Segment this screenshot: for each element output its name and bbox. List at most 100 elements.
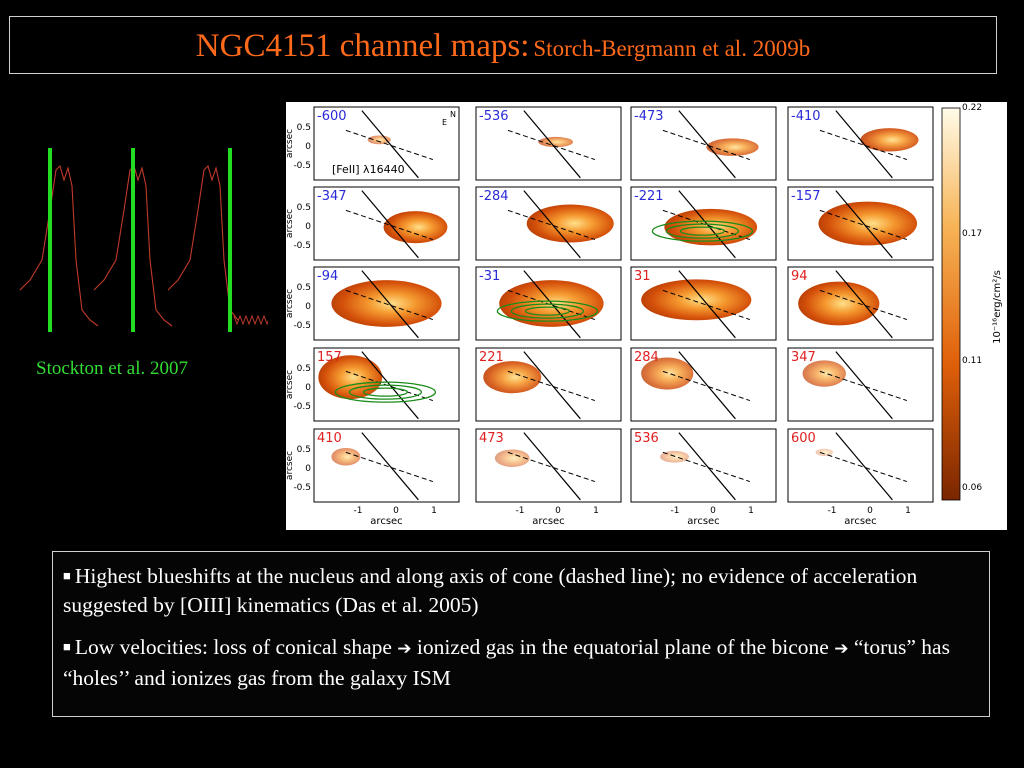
cone-axis-line xyxy=(507,370,596,402)
colorbar-scale xyxy=(941,107,961,501)
bicone-edge-line xyxy=(361,190,419,259)
y-axis-label: arcsec xyxy=(286,289,295,318)
channel-map-panel: 94 xyxy=(787,266,934,341)
channel-map-panel: -94 0.5 0 -0.5 arcsec xyxy=(285,266,460,341)
x-axis-label: arcsec xyxy=(370,516,402,527)
compass-east: E xyxy=(442,118,447,127)
velocity-label: 536 xyxy=(634,431,659,446)
cone-axis-line xyxy=(507,209,596,241)
bullet-text: Highest blueshifts at the nucleus and al… xyxy=(63,564,918,617)
velocity-label: 600 xyxy=(791,431,816,446)
oiii-contour xyxy=(524,306,571,316)
velocity-label: -31 xyxy=(479,269,500,284)
velocity-label: -284 xyxy=(479,189,509,204)
x-tick-label: 0 xyxy=(555,506,561,516)
y-axis-label: arcsec xyxy=(286,209,295,238)
y-tick-label: 0 xyxy=(305,222,311,232)
y-tick-label: -0.5 xyxy=(293,321,311,331)
slide-subtitle: Storch-Bergmann et al. 2009b xyxy=(533,36,811,61)
emission-region xyxy=(483,361,542,394)
cone-axis-line xyxy=(819,370,908,402)
channel-maps-figure: -600 0.5 0 -0.5 arcsec [FeII] λ16440 N E -536 -47… xyxy=(285,102,1007,530)
x-axis-label: arcsec xyxy=(532,516,564,527)
velocity-label: 284 xyxy=(634,350,659,365)
emission-region xyxy=(815,448,833,457)
channel-map-panel: 410 0.5 0 -0.5 arcsec -1 0 1 arcsec xyxy=(285,428,460,527)
compass-north: N xyxy=(450,110,456,119)
arrow-right-icon: ➔ xyxy=(397,639,412,659)
channel-map-panel: 221 xyxy=(475,347,622,422)
cone-axis-line xyxy=(345,370,434,402)
bicone-edge-line xyxy=(523,110,581,179)
channel-map-panel: 347 xyxy=(787,347,934,422)
cone-axis-line xyxy=(662,370,751,402)
bicone-edge-line xyxy=(361,110,419,179)
velocity-label: 94 xyxy=(791,269,808,284)
spectrum-line xyxy=(167,164,239,321)
channel-map-panel: -473 xyxy=(630,106,777,181)
y-tick-label: 0 xyxy=(305,464,311,474)
velocity-label: -347 xyxy=(317,189,347,204)
cone-axis-line xyxy=(345,451,434,483)
bicone-edge-line xyxy=(523,351,581,420)
emission-region xyxy=(538,136,574,148)
bullet-text: Low velocities: loss of conical shape xyxy=(74,635,398,659)
velocity-label: 473 xyxy=(479,431,504,446)
bicone-edge-line xyxy=(523,432,581,501)
emission-region xyxy=(641,279,752,321)
colorbar-tick-label: 0.11 xyxy=(962,356,982,366)
bullet-square-icon: ■ xyxy=(63,639,71,654)
channel-map-panel: -157 xyxy=(787,186,934,261)
bicone-edge-line xyxy=(835,270,893,339)
x-tick-label: -1 xyxy=(516,506,525,516)
y-tick-label: 0 xyxy=(305,383,311,393)
y-tick-label: 0.5 xyxy=(297,445,311,455)
bicone-edge-line xyxy=(835,110,893,179)
spectra-caption: Stockton et al. 2007 xyxy=(36,358,188,379)
emission-region xyxy=(641,357,694,390)
emission-region xyxy=(860,128,919,152)
oiii-contour xyxy=(348,384,423,400)
x-tick-label: -1 xyxy=(354,506,363,516)
cone-axis-line xyxy=(345,289,434,321)
bicone-edge-line xyxy=(678,110,736,179)
y-axis-label: arcsec xyxy=(286,129,295,158)
channel-map-panel: -536 xyxy=(475,106,622,181)
title-box: NGC4151 channel maps: Storch-Bergmann et… xyxy=(9,16,997,74)
bicone-edge-line xyxy=(678,351,736,420)
oiii-contour xyxy=(665,223,740,239)
colorbar-tick-label: 0.06 xyxy=(962,483,982,493)
velocity-label: 221 xyxy=(479,350,504,365)
emission-region xyxy=(706,138,759,156)
emission-region xyxy=(331,447,361,466)
channel-map-panel: -284 xyxy=(475,186,622,261)
cone-axis-line xyxy=(345,129,434,161)
bicone-edge-line xyxy=(678,270,736,339)
y-tick-label: 0.5 xyxy=(297,123,311,133)
emission-line-label: [FeII] λ16440 xyxy=(332,163,405,176)
channel-map-panel: 536 -1 0 1 arcsec xyxy=(630,428,777,527)
channel-map-panel: -347 0.5 0 -0.5 arcsec xyxy=(285,186,460,261)
y-tick-label: -0.5 xyxy=(293,241,311,251)
x-axis-label: arcsec xyxy=(844,516,876,527)
y-tick-label: 0 xyxy=(305,142,311,152)
x-tick-label: 0 xyxy=(393,506,399,516)
slide-title: NGC4151 channel maps: xyxy=(195,28,530,64)
emission-region xyxy=(318,355,383,400)
bullet-text: ionized gas in the equatorial plane of t… xyxy=(411,635,835,659)
spectrum-line xyxy=(19,164,99,327)
colorbar-axis-label: 10⁻¹⁶erg/cm²/s xyxy=(992,270,1003,344)
cone-axis-line xyxy=(507,289,596,321)
channel-map-panel: 473 -1 0 1 arcsec xyxy=(475,428,622,527)
cone-axis-line xyxy=(662,129,751,161)
velocity-label: -600 xyxy=(317,109,347,124)
emission-region xyxy=(818,201,918,246)
velocity-label: -221 xyxy=(634,189,664,204)
colorbar-tick-label: 0.17 xyxy=(962,229,982,239)
channel-map-panel: 284 xyxy=(630,347,777,422)
bullet-box: ■ Highest blueshifts at the nucleus and a… xyxy=(52,551,990,717)
bicone-edge-line xyxy=(835,190,893,259)
channel-map-panel: 600 -1 0 1 arcsec xyxy=(787,428,934,527)
channel-map-panel: -31 xyxy=(475,266,622,341)
channel-map-panel: 157 0.5 0 -0.5 arcsec xyxy=(285,347,460,422)
